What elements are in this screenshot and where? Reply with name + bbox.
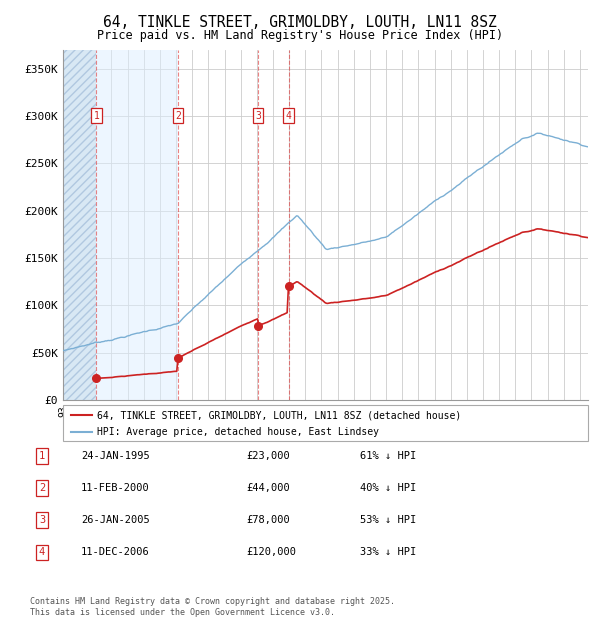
- Text: 53% ↓ HPI: 53% ↓ HPI: [360, 515, 416, 525]
- Text: 1: 1: [94, 111, 100, 121]
- Text: 26-JAN-2005: 26-JAN-2005: [81, 515, 150, 525]
- Text: HPI: Average price, detached house, East Lindsey: HPI: Average price, detached house, East…: [97, 427, 379, 436]
- Bar: [97, 50, 178, 400]
- Text: 64, TINKLE STREET, GRIMOLDBY, LOUTH, LN11 8SZ: 64, TINKLE STREET, GRIMOLDBY, LOUTH, LN1…: [103, 15, 497, 30]
- Text: 3: 3: [255, 111, 261, 121]
- Text: £120,000: £120,000: [246, 547, 296, 557]
- Text: 1: 1: [39, 451, 45, 461]
- Text: 4: 4: [286, 111, 292, 121]
- Text: 33% ↓ HPI: 33% ↓ HPI: [360, 547, 416, 557]
- Text: £23,000: £23,000: [246, 451, 290, 461]
- Bar: [63, 50, 97, 400]
- Text: 2: 2: [175, 111, 181, 121]
- Text: Price paid vs. HM Land Registry's House Price Index (HPI): Price paid vs. HM Land Registry's House …: [97, 29, 503, 42]
- Text: 24-JAN-1995: 24-JAN-1995: [81, 451, 150, 461]
- FancyBboxPatch shape: [63, 405, 588, 441]
- Text: 64, TINKLE STREET, GRIMOLDBY, LOUTH, LN11 8SZ (detached house): 64, TINKLE STREET, GRIMOLDBY, LOUTH, LN1…: [97, 410, 461, 420]
- Text: Contains HM Land Registry data © Crown copyright and database right 2025.
This d: Contains HM Land Registry data © Crown c…: [30, 598, 395, 617]
- Text: 4: 4: [39, 547, 45, 557]
- Text: 11-DEC-2006: 11-DEC-2006: [81, 547, 150, 557]
- Text: 61% ↓ HPI: 61% ↓ HPI: [360, 451, 416, 461]
- Text: £78,000: £78,000: [246, 515, 290, 525]
- Text: 3: 3: [39, 515, 45, 525]
- Text: 11-FEB-2000: 11-FEB-2000: [81, 483, 150, 493]
- Text: 40% ↓ HPI: 40% ↓ HPI: [360, 483, 416, 493]
- Text: £44,000: £44,000: [246, 483, 290, 493]
- Text: 2: 2: [39, 483, 45, 493]
